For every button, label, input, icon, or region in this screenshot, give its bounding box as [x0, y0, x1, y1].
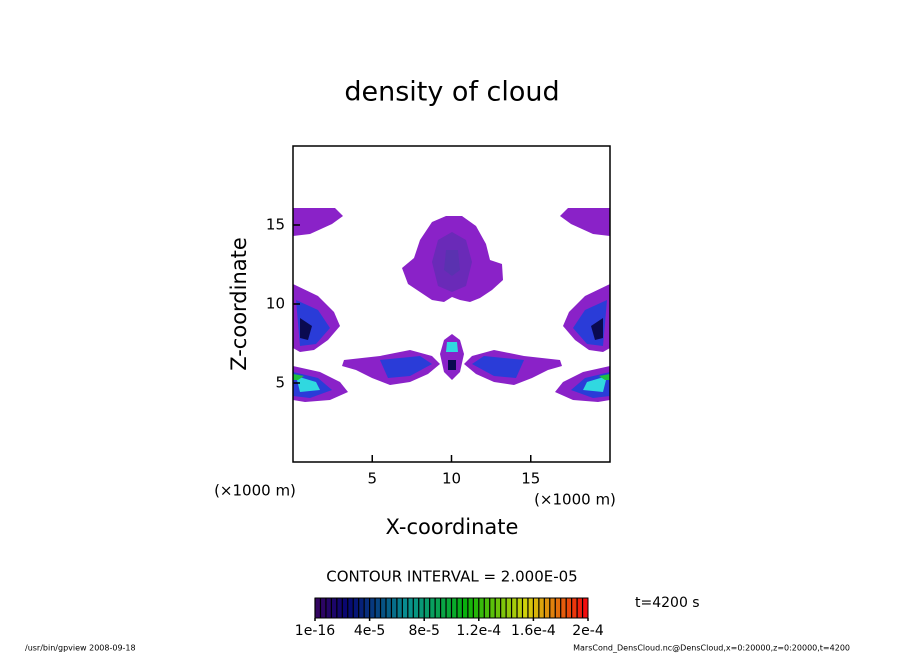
colorbar-stripe [325, 598, 332, 618]
x-tick-label: 15 [521, 470, 540, 488]
colorbar: 1e-16 4e-5 8e-5 1.2e-4 1.6e-4 2e-4 [295, 597, 604, 639]
colorbar-stripe [517, 598, 523, 618]
colorbar-stripe [533, 598, 539, 618]
colorbar-stripe [555, 598, 561, 618]
cloud-top-core [444, 250, 460, 276]
cloud-right [555, 208, 610, 402]
time-label: t=4200 s [635, 595, 700, 611]
colorbar-stripe [566, 598, 572, 618]
colorbar-tick-label: 1e-16 [295, 623, 335, 639]
colorbar-stripe [462, 598, 468, 618]
colorbar-stripe [375, 598, 381, 618]
colorbar-stripe [577, 598, 583, 618]
contour-field [293, 208, 610, 402]
contour-interval: CONTOUR INTERVAL = 2.000E-05 [326, 568, 577, 586]
colorbar-stripe [473, 598, 479, 618]
colorbar-stripe [440, 598, 447, 618]
colorbar-stripe [489, 598, 496, 618]
colorbar-stripe [407, 598, 414, 618]
colorbar-stripe [527, 598, 534, 618]
colorbar-stripe [500, 598, 507, 618]
colorbar-stripe [320, 598, 326, 618]
colorbar-stripe [456, 598, 463, 618]
colorbar-tick-label: 1.6e-4 [511, 623, 556, 639]
footer-right: MarsCond_DensCloud.nc@DensCloud,x=0:2000… [573, 644, 850, 653]
colorbar-stripe [418, 598, 425, 618]
colorbar-stripe [538, 598, 545, 618]
x-tick-label: 10 [442, 470, 461, 488]
colorbar-stripe [511, 598, 518, 618]
cloud-mid-right-inner [472, 356, 524, 378]
colorbar-stripe [402, 598, 408, 618]
colorbar-stripe [435, 598, 441, 618]
y-tick-label: 15 [266, 216, 285, 234]
cloud-mid-left-inner [380, 356, 432, 378]
colorbar-stripe [331, 598, 337, 618]
x-axis-label: X-coordinate [386, 515, 519, 539]
footer-left: /usr/bin/gpview 2008-09-18 [25, 644, 136, 653]
colorbar-stripe [364, 598, 370, 618]
cloud-center-core [446, 342, 458, 352]
colorbar-stripe [451, 598, 457, 618]
cloud-center [440, 334, 464, 380]
colorbar-tick-label: 4e-5 [354, 623, 385, 639]
colorbar-stripe [385, 598, 392, 618]
colorbar-tick-label: 1.2e-4 [456, 623, 501, 639]
colorbar-stripe [380, 598, 386, 618]
colorbar-stripe [413, 598, 419, 618]
y-tick-label: 5 [275, 374, 285, 392]
y-axis-label: Z-coordinate [227, 237, 251, 371]
chart-title: density of cloud [344, 77, 559, 108]
colorbar-stripe [506, 598, 512, 618]
colorbar-stripe [315, 598, 321, 618]
x-unit: (×1000 m) [534, 491, 616, 509]
colorbar-stripe [358, 598, 365, 618]
colorbar-stripe [549, 598, 556, 618]
colorbar-stripe [478, 598, 485, 618]
colorbar-stripe [560, 598, 567, 618]
colorbar-tick-label: 8e-5 [408, 623, 439, 639]
y-tick-label: 10 [266, 295, 285, 313]
x-tick-label: 5 [367, 470, 377, 488]
colorbar-stripe [353, 598, 359, 618]
colorbar-stripe [544, 598, 550, 618]
plot-frame [292, 145, 611, 463]
colorbar-frame [314, 597, 589, 619]
colorbar-stripe [467, 598, 474, 618]
colorbar-stripe [391, 598, 397, 618]
colorbar-stripe [484, 598, 490, 618]
colorbar-stripe [336, 598, 343, 618]
colorbar-stripe [369, 598, 376, 618]
colorbar-stripe [582, 598, 588, 618]
cloud-center-dark [448, 360, 456, 370]
colorbar-stripe [571, 598, 578, 618]
colorbar-tick-label: 2e-4 [572, 623, 604, 639]
colorbar-stripe [396, 598, 403, 618]
cloud-left [293, 208, 348, 402]
colorbar-stripe [424, 598, 430, 618]
colorbar-stripe [522, 598, 528, 618]
colorbar-stripe [429, 598, 436, 618]
colorbar-stripe [347, 598, 354, 618]
colorbar-stripe [446, 598, 452, 618]
colorbar-stripe [342, 598, 348, 618]
colorbar-stripe [495, 598, 501, 618]
y-unit: (×1000 m) [214, 482, 296, 500]
